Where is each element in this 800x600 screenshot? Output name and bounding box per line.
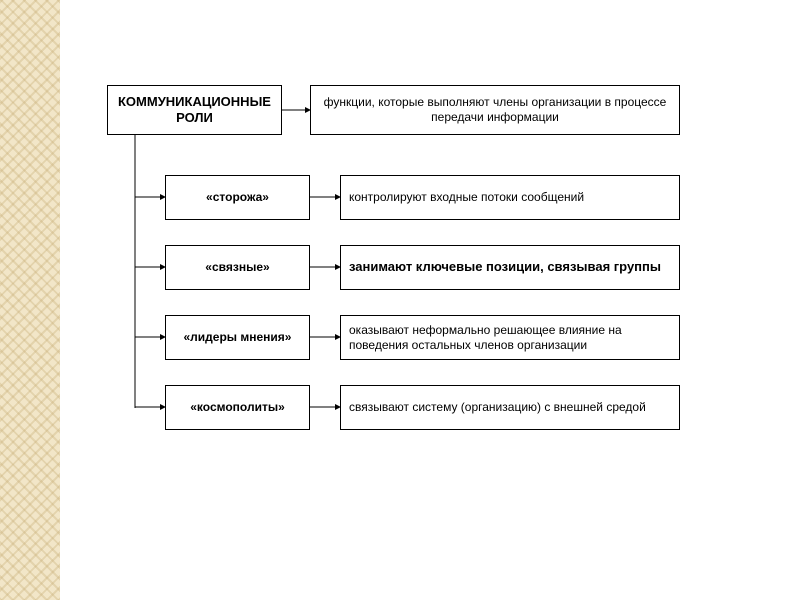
role-desc-box: оказывают неформально решающее влияние н… xyxy=(340,315,680,360)
role-name-box: «сторожа» xyxy=(165,175,310,220)
role-desc-text: связывают систему (организацию) с внешне… xyxy=(349,400,646,415)
role-desc-box: занимают ключевые позиции, связывая груп… xyxy=(340,245,680,290)
header-definition-text: функции, которые выполняют члены организ… xyxy=(319,95,671,125)
role-name-box: «связные» xyxy=(165,245,310,290)
role-desc-text: занимают ключевые позиции, связывая груп… xyxy=(349,259,661,275)
role-name-box: «космополиты» xyxy=(165,385,310,430)
role-desc-text: контролируют входные потоки сообщений xyxy=(349,190,584,205)
header-title-box: КОММУНИКАЦИОННЫЕ РОЛИ xyxy=(107,85,282,135)
role-name-text: «космополиты» xyxy=(190,400,285,415)
role-name-text: «сторожа» xyxy=(206,190,269,205)
header-title-text: КОММУНИКАЦИОННЫЕ РОЛИ xyxy=(116,94,273,127)
role-name-text: «лидеры мнения» xyxy=(184,330,292,345)
decorative-sidebar xyxy=(0,0,60,600)
role-desc-box: контролируют входные потоки сообщений xyxy=(340,175,680,220)
header-definition-box: функции, которые выполняют члены организ… xyxy=(310,85,680,135)
role-name-text: «связные» xyxy=(205,260,269,275)
role-desc-box: связывают систему (организацию) с внешне… xyxy=(340,385,680,430)
role-desc-text: оказывают неформально решающее влияние н… xyxy=(349,323,671,353)
role-name-box: «лидеры мнения» xyxy=(165,315,310,360)
